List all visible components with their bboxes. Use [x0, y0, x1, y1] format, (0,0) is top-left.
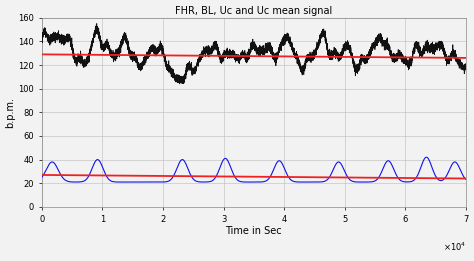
Y-axis label: b.p.m.: b.p.m.	[6, 97, 16, 128]
Text: $\times10^{4}$: $\times10^{4}$	[443, 241, 466, 253]
Title: FHR, BL, Uc and Uc mean signal: FHR, BL, Uc and Uc mean signal	[175, 5, 332, 16]
X-axis label: Time in Sec: Time in Sec	[226, 226, 282, 236]
